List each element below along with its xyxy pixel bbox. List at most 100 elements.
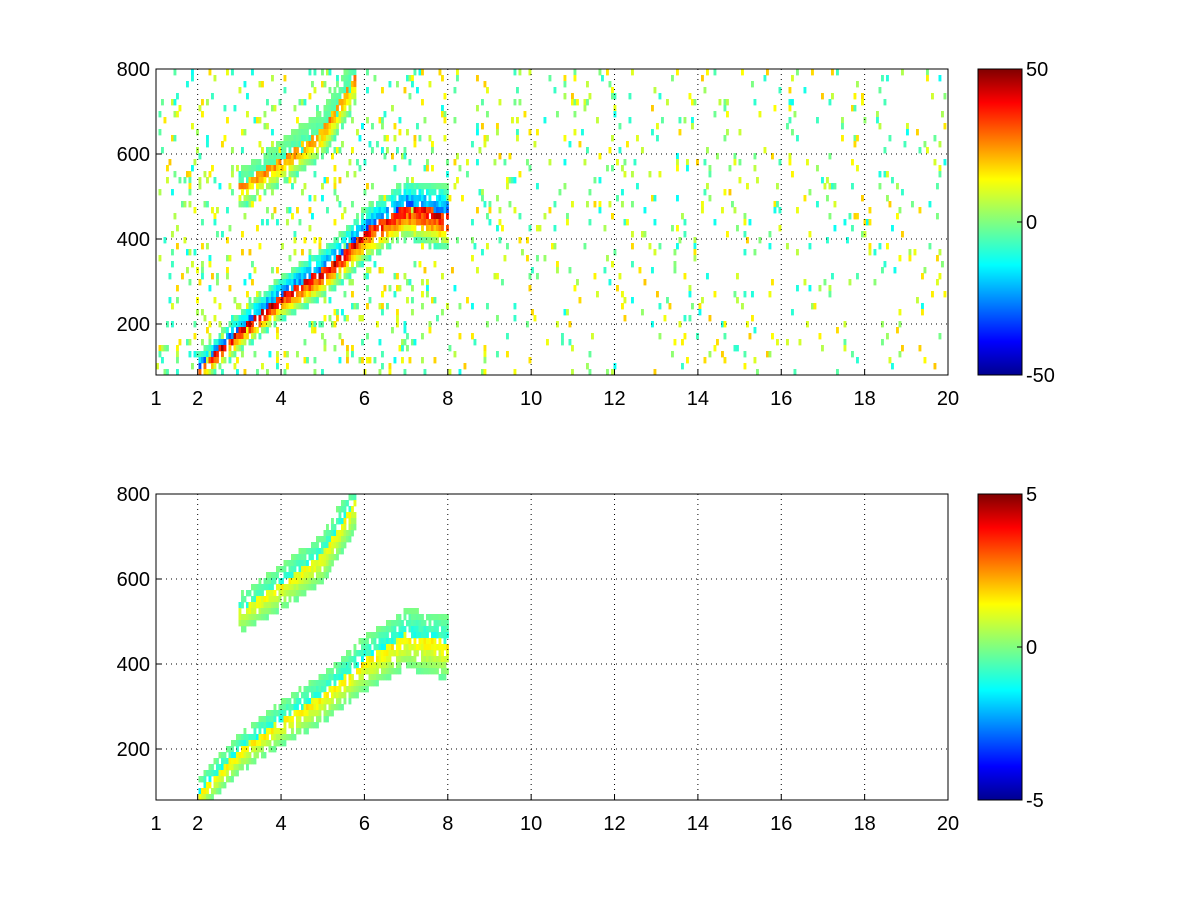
heatmap-cell xyxy=(276,309,279,316)
heatmap-cell xyxy=(378,662,382,669)
heatmap-cell xyxy=(216,345,219,352)
heatmap-cell xyxy=(508,153,512,160)
heatmap-cell xyxy=(228,183,232,190)
heatmap-cell xyxy=(433,620,437,627)
x-tick-label: 16 xyxy=(770,388,792,410)
heatmap-cell xyxy=(436,656,439,663)
heatmap-cell xyxy=(311,147,314,154)
heatmap-cell xyxy=(938,141,942,148)
heatmap-cell xyxy=(303,590,307,597)
heatmap-cell xyxy=(293,171,297,178)
heatmap-cell xyxy=(336,99,339,106)
heatmap-cell xyxy=(353,662,357,669)
heatmap-cell xyxy=(728,189,732,196)
heatmap-cell xyxy=(431,650,434,657)
heatmap-cell xyxy=(306,129,309,136)
heatmap-cell xyxy=(328,243,332,250)
heatmap-cell xyxy=(433,650,437,657)
heatmap-cell xyxy=(181,201,184,208)
heatmap-cell xyxy=(236,740,239,747)
heatmap-cell xyxy=(671,225,674,232)
heatmap-cell xyxy=(308,225,312,232)
heatmap-cell xyxy=(793,111,797,118)
heatmap-cell xyxy=(376,680,379,687)
heatmap-cell xyxy=(531,309,534,316)
heatmap-cell xyxy=(213,770,217,777)
heatmap-cell xyxy=(453,87,457,94)
heatmap-cell xyxy=(743,219,747,226)
heatmap-cell xyxy=(216,782,219,789)
heatmap-cell xyxy=(228,357,232,364)
heatmap-cell xyxy=(178,105,182,112)
heatmap-cell xyxy=(386,195,389,202)
heatmap-cell xyxy=(828,285,832,292)
heatmap-cell xyxy=(281,297,284,304)
heatmap-cell xyxy=(218,764,222,771)
heatmap-cell xyxy=(223,105,227,112)
heatmap-cell xyxy=(221,327,224,334)
heatmap-cell xyxy=(708,351,712,358)
heatmap-cell xyxy=(683,219,687,226)
heatmap-cell xyxy=(331,518,334,525)
x-tick-label: 14 xyxy=(687,813,709,835)
heatmap-cell xyxy=(828,183,832,190)
heatmap-cell xyxy=(496,273,499,280)
heatmap-cell xyxy=(306,147,309,154)
heatmap-cell xyxy=(258,303,262,310)
heatmap-cell xyxy=(301,566,304,573)
heatmap-cell xyxy=(253,608,257,615)
heatmap-cell xyxy=(373,213,377,220)
heatmap-cell xyxy=(416,662,419,669)
heatmap-cell xyxy=(346,87,349,94)
heatmap-cell xyxy=(161,147,164,154)
heatmap-cell xyxy=(311,153,314,160)
heatmap-cell xyxy=(206,135,209,142)
heatmap-cell xyxy=(301,279,304,286)
heatmap-cell xyxy=(268,147,272,154)
heatmap-cell xyxy=(343,656,347,663)
heatmap-cell xyxy=(276,728,279,735)
heatmap-cell xyxy=(383,153,387,160)
heatmap-cell xyxy=(243,339,247,346)
heatmap-cell xyxy=(311,560,314,567)
heatmap-cell xyxy=(403,327,407,334)
heatmap-cell xyxy=(421,207,424,214)
heatmap-cell xyxy=(308,285,312,292)
heatmap-cell xyxy=(421,291,424,298)
heatmap-cell xyxy=(238,740,242,747)
heatmap-cell xyxy=(351,674,354,681)
heatmap-cell xyxy=(866,219,869,226)
heatmap-cell xyxy=(403,614,407,621)
heatmap-cell xyxy=(398,650,402,657)
heatmap-cell xyxy=(253,590,257,597)
heatmap-cell xyxy=(361,638,364,645)
heatmap-cell xyxy=(408,620,412,627)
heatmap-cell xyxy=(748,333,752,340)
heatmap-cell xyxy=(328,297,332,304)
heatmap-cell xyxy=(273,728,277,735)
heatmap-cell xyxy=(351,345,354,352)
heatmap-cell xyxy=(653,219,657,226)
heatmap-cell xyxy=(211,363,214,370)
heatmap-cell xyxy=(176,285,179,292)
heatmap-cell xyxy=(413,339,417,346)
heatmap-cell xyxy=(271,572,274,579)
heatmap-cell xyxy=(906,129,909,136)
heatmap-cell xyxy=(598,69,602,76)
heatmap-cell xyxy=(418,231,422,238)
x-tick-label: 18 xyxy=(854,813,876,835)
heatmap-cell xyxy=(323,291,327,298)
heatmap-cell xyxy=(438,632,442,639)
heatmap-cell xyxy=(261,363,264,370)
heatmap-cell xyxy=(701,201,704,208)
heatmap-cell xyxy=(648,243,652,250)
heatmap-cell xyxy=(261,734,264,741)
heatmap-cell xyxy=(198,363,202,370)
heatmap-cell xyxy=(398,345,402,352)
heatmap-cell xyxy=(323,686,327,693)
heatmap-cell xyxy=(348,512,352,519)
heatmap-cell xyxy=(336,93,339,100)
heatmap-cell xyxy=(348,267,352,274)
heatmap-cell xyxy=(206,141,209,148)
heatmap-cell xyxy=(308,584,312,591)
